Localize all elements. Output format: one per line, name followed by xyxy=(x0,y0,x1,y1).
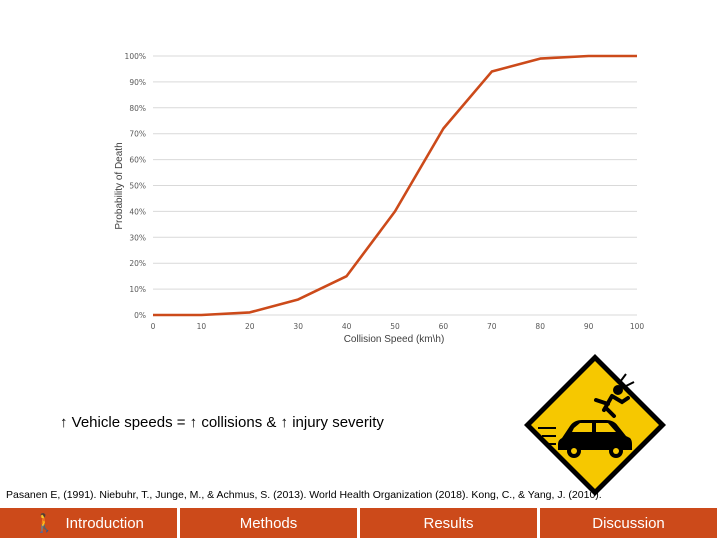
series-line xyxy=(153,54,637,317)
y-tick-label: 50% xyxy=(129,182,146,191)
nav-methods-label: Methods xyxy=(239,514,298,532)
references: Pasanen E, (1991). Niebuhr, T., Junge, M… xyxy=(6,489,602,501)
nav-introduction-button[interactable]: 🚶 Introduction xyxy=(0,508,177,538)
nav-discussion-button[interactable]: Discussion xyxy=(540,508,717,538)
y-tick-label: 70% xyxy=(129,130,146,139)
x-tick-label: 50 xyxy=(390,322,400,331)
y-tick-label: 80% xyxy=(129,104,146,113)
nav-results-label: Results xyxy=(423,514,474,532)
x-tick-label: 0 xyxy=(151,322,156,331)
y-tick-label: 90% xyxy=(129,78,146,87)
x-tick-label: 10 xyxy=(197,322,207,331)
pedestrian-hit-by-car-warning-sign xyxy=(524,354,666,496)
y-tick-label: 100% xyxy=(125,52,146,61)
speed-severity-callout: ↑ Vehicle speeds = ↑ collisions & ↑ inju… xyxy=(60,414,384,431)
x-tick-label: 100 xyxy=(630,322,645,331)
x-tick-labels: 0 10 20 30 40 50 60 70 80 90 100 xyxy=(151,322,645,331)
y-tick-labels: 0% 10% 20% 30% 40% 50% 60% 70% 80% 90% 100% xyxy=(125,52,146,320)
x-tick-label: 20 xyxy=(245,322,255,331)
nav-results-button[interactable]: Results xyxy=(360,508,537,538)
line-chart: 0% 10% 20% 30% 40% 50% 60% 70% 80% 90% 100% 0 10 20 3… xyxy=(114,52,645,345)
x-tick-label: 40 xyxy=(342,322,352,331)
y-tick-label: 0% xyxy=(134,311,146,320)
y-axis-title: Probability of Death xyxy=(114,142,125,229)
nav-introduction-label: Introduction xyxy=(65,514,144,532)
x-tick-label: 90 xyxy=(584,322,594,331)
y-tick-label: 40% xyxy=(129,207,146,216)
nav-bar: 🚶 Introduction Methods Results Discussio… xyxy=(0,508,720,538)
x-tick-label: 70 xyxy=(487,322,497,331)
x-axis-title: Collision Speed (km\h) xyxy=(344,334,445,345)
y-tick-label: 60% xyxy=(129,156,146,165)
y-tick-label: 30% xyxy=(129,233,146,242)
y-tick-label: 20% xyxy=(129,259,146,268)
x-tick-label: 30 xyxy=(293,322,303,331)
walking-person-icon: 🚶 xyxy=(33,513,56,533)
nav-methods-button[interactable]: Methods xyxy=(180,508,357,538)
gridlines xyxy=(153,55,637,316)
x-tick-label: 80 xyxy=(535,322,545,331)
x-tick-label: 60 xyxy=(439,322,449,331)
y-tick-label: 10% xyxy=(129,285,146,294)
nav-discussion-label: Discussion xyxy=(592,514,665,532)
series-layer xyxy=(153,54,637,317)
